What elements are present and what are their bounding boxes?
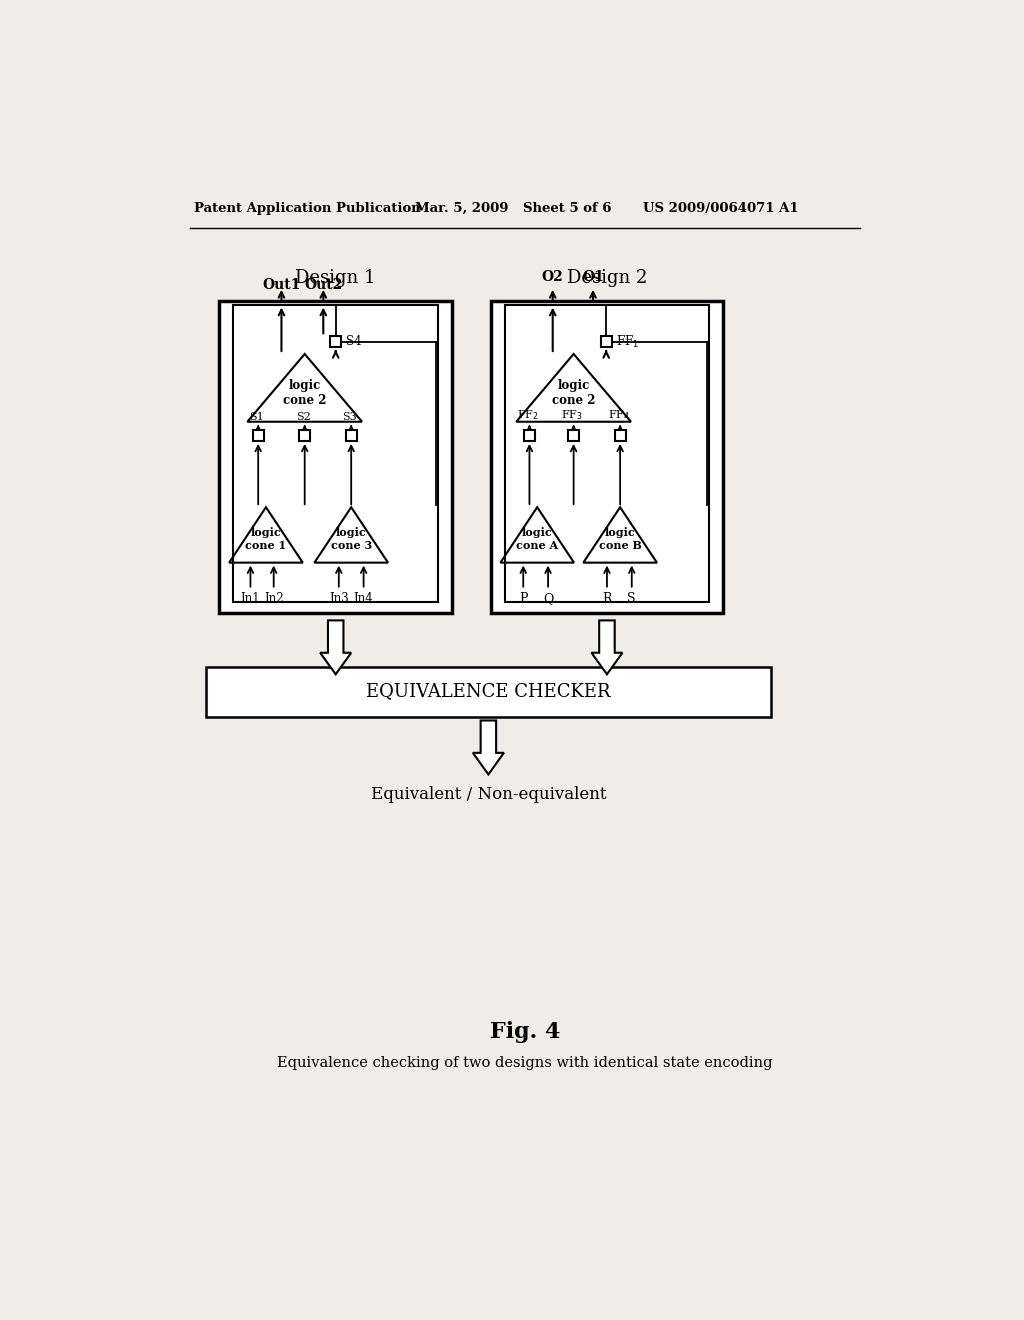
Bar: [568, 430, 579, 441]
Text: Sheet 5 of 6: Sheet 5 of 6: [523, 202, 611, 215]
Polygon shape: [473, 721, 504, 775]
Text: logic
cone 2: logic cone 2: [283, 379, 327, 408]
Text: FF$_1$: FF$_1$: [616, 334, 639, 350]
Text: logic
cone B: logic cone B: [599, 528, 642, 552]
Text: S4: S4: [346, 335, 361, 348]
Bar: [524, 430, 535, 441]
Text: S: S: [628, 591, 636, 605]
Text: US 2009/0064071 A1: US 2009/0064071 A1: [643, 202, 799, 215]
Text: FF$_2$: FF$_2$: [517, 408, 539, 422]
Bar: [299, 430, 310, 441]
Text: In1: In1: [241, 591, 260, 605]
Bar: [490, 301, 723, 612]
Bar: [219, 301, 452, 612]
Text: Fig. 4: Fig. 4: [489, 1022, 560, 1043]
Text: Equivalence checking of two designs with identical state encoding: Equivalence checking of two designs with…: [278, 1056, 772, 1071]
Text: Out2: Out2: [304, 277, 342, 292]
Text: R: R: [602, 591, 611, 605]
Text: P: P: [519, 591, 527, 605]
Text: Patent Application Publication: Patent Application Publication: [194, 202, 421, 215]
Text: logic
cone A: logic cone A: [516, 528, 558, 552]
Text: FF$_4$: FF$_4$: [607, 408, 630, 422]
Text: logic
cone 2: logic cone 2: [552, 379, 595, 408]
Bar: [614, 430, 626, 441]
Text: EQUIVALENCE CHECKER: EQUIVALENCE CHECKER: [367, 682, 610, 701]
Bar: [601, 337, 611, 347]
Text: FF$_3$: FF$_3$: [561, 408, 583, 422]
Text: Out1: Out1: [262, 277, 301, 292]
Bar: [206, 667, 771, 717]
Bar: [253, 430, 263, 441]
Text: S1: S1: [249, 412, 264, 422]
Text: Mar. 5, 2009: Mar. 5, 2009: [415, 202, 508, 215]
Text: O1: O1: [582, 269, 604, 284]
Text: O2: O2: [542, 269, 563, 284]
Polygon shape: [592, 620, 623, 675]
Text: In3: In3: [329, 591, 349, 605]
Bar: [505, 305, 710, 602]
Bar: [346, 430, 356, 441]
Bar: [331, 337, 341, 347]
Text: Q: Q: [543, 591, 553, 605]
Text: logic
cone 1: logic cone 1: [246, 528, 287, 552]
Text: In4: In4: [353, 591, 374, 605]
Text: logic
cone 3: logic cone 3: [331, 528, 372, 552]
Text: Design 1: Design 1: [296, 269, 376, 286]
Bar: [233, 305, 438, 602]
Text: S3: S3: [342, 412, 357, 422]
Text: Design 2: Design 2: [566, 269, 647, 286]
Polygon shape: [321, 620, 351, 675]
Text: S2: S2: [296, 412, 310, 422]
Text: Equivalent / Non-equivalent: Equivalent / Non-equivalent: [371, 785, 606, 803]
Text: In2: In2: [264, 591, 284, 605]
